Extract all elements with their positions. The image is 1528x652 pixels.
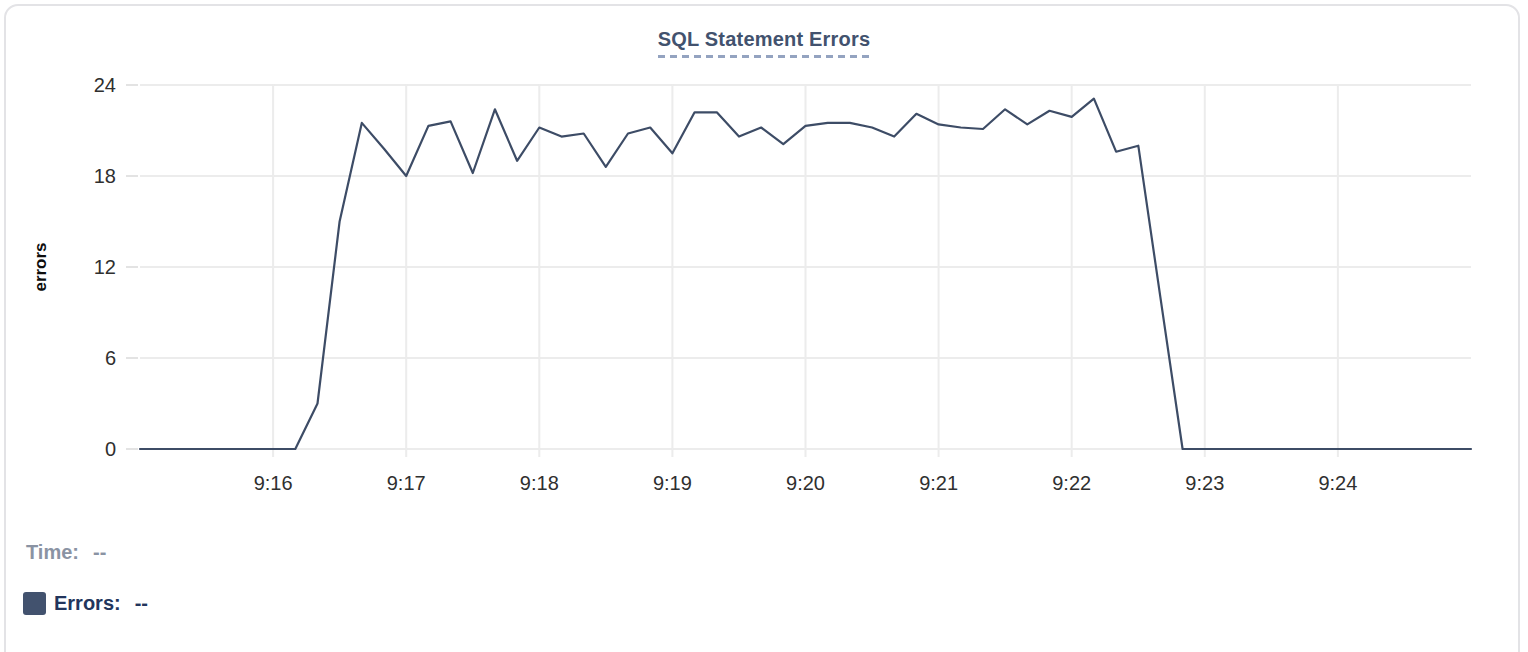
chart-svg[interactable]: 0 6 12 18 24 9:16 9:17 9:18 9:19 9:20 9:21 9:22 9:23… [0, 0, 1528, 652]
time-label: Time: [26, 541, 79, 564]
x-tick-label: 9:16 [254, 472, 293, 494]
hover-readout-errors: Errors: -- [23, 592, 148, 615]
errors-series-swatch [23, 592, 46, 615]
y-tick-label: 12 [94, 256, 116, 278]
errors-label: Errors: [54, 592, 121, 615]
y-tick-label: 0 [105, 438, 116, 460]
x-tick-label: 9:18 [520, 472, 559, 494]
x-tick-label: 9:21 [919, 472, 958, 494]
y-tick-label: 24 [94, 74, 116, 96]
time-value: -- [93, 541, 106, 564]
x-tick-label: 9:22 [1052, 472, 1091, 494]
y-tick-label: 18 [94, 165, 116, 187]
y-axis-title: errors [31, 242, 50, 291]
hover-readout-time: Time: -- [26, 541, 106, 564]
x-tick-label: 9:24 [1318, 472, 1357, 494]
x-tick-label: 9:20 [786, 472, 825, 494]
x-tick-label: 9:19 [653, 472, 692, 494]
x-tick-label: 9:23 [1185, 472, 1224, 494]
y-tick-label: 6 [105, 347, 116, 369]
x-tick-label: 9:17 [387, 472, 426, 494]
errors-value: -- [135, 592, 148, 615]
